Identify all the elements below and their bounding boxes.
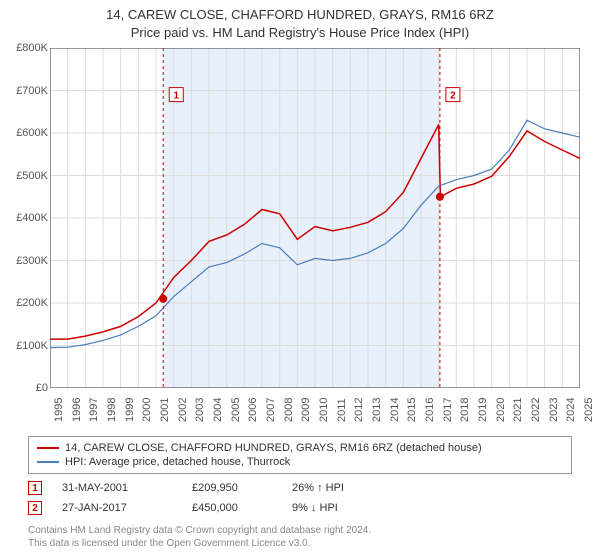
marker-table: 1 31-MAY-2001 £209,950 26% ↑ HPI 2 27-JAN-201…	[28, 478, 572, 518]
marker-date: 27-JAN-2017	[62, 502, 172, 514]
x-tick-label: 2016	[424, 398, 436, 422]
x-tick-label: 2012	[353, 398, 365, 422]
marker-price: £209,950	[192, 482, 272, 494]
x-tick-label: 2021	[512, 398, 524, 422]
y-axis-ticks: £0£100K£200K£300K£400K£500K£600K£700K£80…	[4, 48, 48, 388]
x-tick-label: 2007	[265, 398, 277, 422]
marker-date: 31-MAY-2001	[62, 482, 172, 494]
x-tick-label: 1999	[124, 398, 136, 422]
x-tick-label: 2019	[477, 398, 489, 422]
x-tick-label: 1996	[71, 398, 83, 422]
marker-badge: 2	[28, 501, 42, 515]
y-tick-label: £400K	[16, 212, 48, 224]
x-tick-label: 2015	[406, 398, 418, 422]
svg-text:2: 2	[450, 91, 456, 102]
x-tick-label: 1997	[88, 398, 100, 422]
footer-line-1: Contains HM Land Registry data © Crown c…	[28, 524, 371, 537]
x-tick-label: 2025	[583, 398, 595, 422]
x-tick-label: 2001	[159, 398, 171, 422]
x-tick-label: 2023	[548, 398, 560, 422]
footer-attribution: Contains HM Land Registry data © Crown c…	[28, 524, 371, 550]
x-tick-label: 2010	[318, 398, 330, 422]
title-block: 14, CAREW CLOSE, CHAFFORD HUNDRED, GRAYS…	[0, 0, 600, 42]
x-tick-label: 1998	[106, 398, 118, 422]
y-tick-label: £800K	[16, 42, 48, 54]
legend-item: HPI: Average price, detached house, Thur…	[37, 455, 563, 469]
legend-swatch	[37, 447, 59, 449]
y-tick-label: £700K	[16, 85, 48, 97]
marker-price: £450,000	[192, 502, 272, 514]
marker-pct: 26% ↑ HPI	[292, 482, 382, 494]
x-tick-label: 2002	[177, 398, 189, 422]
x-tick-label: 2017	[442, 398, 454, 422]
x-tick-label: 1995	[53, 398, 65, 422]
legend: 14, CAREW CLOSE, CHAFFORD HUNDRED, GRAYS…	[28, 436, 572, 474]
x-tick-label: 2024	[565, 398, 577, 422]
svg-text:1: 1	[173, 91, 179, 102]
y-tick-label: £500K	[16, 170, 48, 182]
x-tick-label: 2000	[141, 398, 153, 422]
legend-label: 14, CAREW CLOSE, CHAFFORD HUNDRED, GRAYS…	[65, 442, 482, 454]
x-tick-label: 2009	[300, 398, 312, 422]
x-tick-label: 2006	[247, 398, 259, 422]
footer-line-2: This data is licensed under the Open Gov…	[28, 537, 371, 550]
x-tick-label: 2003	[194, 398, 206, 422]
marker-row: 2 27-JAN-2017 £450,000 9% ↓ HPI	[28, 498, 572, 518]
x-tick-label: 2008	[283, 398, 295, 422]
title-line-2: Price paid vs. HM Land Registry's House …	[0, 24, 600, 42]
y-tick-label: £200K	[16, 297, 48, 309]
y-tick-label: £300K	[16, 255, 48, 267]
y-tick-label: £100K	[16, 340, 48, 352]
chart-container: 14, CAREW CLOSE, CHAFFORD HUNDRED, GRAYS…	[0, 0, 600, 560]
y-tick-label: £600K	[16, 127, 48, 139]
x-tick-label: 2014	[389, 398, 401, 422]
title-line-1: 14, CAREW CLOSE, CHAFFORD HUNDRED, GRAYS…	[0, 6, 600, 24]
x-tick-label: 2018	[459, 398, 471, 422]
legend-swatch	[37, 461, 59, 463]
x-tick-label: 2020	[495, 398, 507, 422]
chart-plot: 12	[50, 48, 580, 388]
marker-badge: 1	[28, 481, 42, 495]
x-tick-label: 2005	[230, 398, 242, 422]
x-tick-label: 2022	[530, 398, 542, 422]
marker-pct: 9% ↓ HPI	[292, 502, 382, 514]
x-tick-label: 2011	[336, 398, 348, 422]
x-tick-label: 2004	[212, 398, 224, 422]
x-tick-label: 2013	[371, 398, 383, 422]
marker-row: 1 31-MAY-2001 £209,950 26% ↑ HPI	[28, 478, 572, 498]
legend-label: HPI: Average price, detached house, Thur…	[65, 456, 290, 468]
y-tick-label: £0	[36, 382, 48, 394]
x-axis-ticks: 1995 1996 1997 1998 1999 2000 2001 2002 2003 2004…	[50, 392, 580, 432]
legend-item: 14, CAREW CLOSE, CHAFFORD HUNDRED, GRAYS…	[37, 441, 563, 455]
